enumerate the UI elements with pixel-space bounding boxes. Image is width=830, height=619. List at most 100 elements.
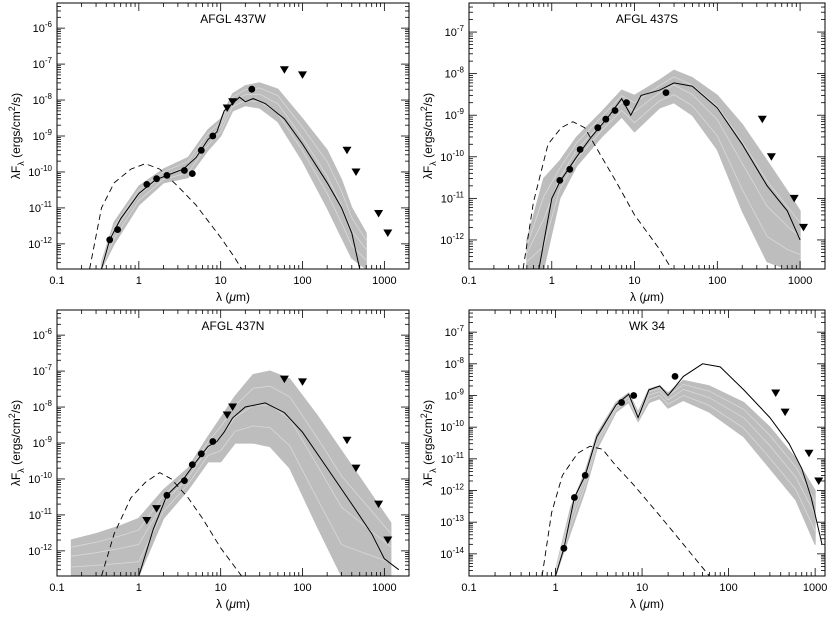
detection-point	[163, 172, 171, 179]
x-tick-label: 1000	[803, 582, 827, 594]
upper-limit-marker	[814, 477, 824, 485]
detection-point	[571, 494, 578, 501]
x-tick-label: 100	[293, 582, 311, 594]
detection-point	[114, 226, 121, 234]
best-fit-line	[138, 402, 400, 576]
detection-point	[188, 170, 196, 178]
y-tick-label: 10-13	[440, 514, 464, 529]
x-tick-label: 1000	[788, 275, 812, 287]
x-tick-label: 10	[628, 275, 640, 287]
plot-area	[70, 370, 400, 576]
plot-area	[522, 69, 808, 269]
y-tick-label: 10-12	[28, 236, 52, 251]
upper-limit-marker	[757, 115, 767, 124]
x-tick-label: 1	[136, 275, 142, 287]
detection-point	[566, 165, 574, 173]
model-track	[526, 76, 801, 246]
detection-point	[209, 132, 217, 140]
y-tick-label: 10-10	[440, 149, 464, 164]
model-band	[526, 69, 801, 269]
y-axis-ticks	[57, 309, 409, 577]
upper-limit-marker	[152, 505, 162, 513]
detection-point	[181, 167, 188, 174]
x-tick-label: 1	[549, 275, 555, 287]
detection-point	[209, 438, 217, 445]
stellar-photosphere-line	[89, 163, 242, 269]
y-tick-label: 10-8	[33, 92, 53, 107]
model-track	[555, 388, 816, 574]
model-track	[101, 87, 367, 265]
y-tick-label: 10-10	[28, 164, 52, 179]
upper-limit-marker	[342, 146, 352, 155]
y-axis-label: λFλ (ergs/cm2/s)	[7, 400, 26, 486]
upper-limit-marker	[279, 66, 289, 74]
x-axis-ticks	[56, 3, 410, 269]
y-tick-label: 10-6	[33, 327, 53, 342]
detection-point	[560, 544, 568, 552]
detection-point	[594, 124, 602, 132]
upper-limit-marker	[804, 449, 814, 458]
upper-limit-marker	[342, 436, 352, 445]
y-tick-label: 10-10	[440, 419, 464, 434]
y-tick-label: 10-11	[29, 507, 53, 522]
upper-limit-marker	[228, 98, 238, 106]
detection-point	[248, 85, 256, 93]
y-tick-label: 10-9	[445, 387, 465, 402]
y-tick-label: 10-8	[445, 356, 465, 371]
stellar-photosphere-line	[522, 121, 672, 269]
upper-limit-marker	[228, 403, 238, 411]
x-tick-label: 100	[293, 275, 311, 287]
upper-limit-marker	[771, 389, 781, 397]
detection-point	[153, 175, 161, 183]
upper-limit-marker	[780, 408, 790, 417]
detection-point	[611, 107, 619, 114]
x-axis-ticks	[468, 310, 816, 576]
detection-point	[143, 181, 151, 188]
detection-point	[623, 99, 630, 107]
y-axis-label: λFλ (ergs/cm2/s)	[7, 93, 26, 179]
x-tick-label: 10	[215, 582, 227, 594]
detection-point	[181, 477, 188, 484]
panel-title: AFGL 437N	[202, 319, 265, 333]
x-axis-label: λ (μm)	[630, 597, 664, 611]
y-tick-label: 10-12	[28, 543, 52, 558]
model-track	[526, 84, 801, 254]
upper-limit-marker	[222, 411, 232, 419]
y-tick-label: 10-10	[28, 471, 52, 486]
sed-panel: 0.1 1 10 100 1000 10-12 10-11 10-10 10-9 10-8 10-7…	[7, 309, 410, 611]
y-tick-label: 10-7	[445, 24, 465, 39]
y-tick-label: 10-7	[33, 56, 53, 71]
detection-point	[671, 373, 679, 380]
y-axis-ticks	[57, 2, 409, 270]
upper-limit-marker	[279, 375, 289, 384]
y-tick-label: 10-9	[33, 128, 53, 143]
detection-point	[602, 115, 610, 123]
detection-point	[618, 399, 625, 406]
panel-title: WK 34	[629, 319, 665, 333]
x-axis-label: λ (μm)	[216, 290, 250, 304]
detection-point	[197, 450, 205, 458]
y-axis-ticks	[469, 2, 825, 270]
upper-limit-marker	[142, 517, 152, 525]
y-tick-label: 10-11	[441, 451, 465, 466]
y-tick-label: 10-12	[440, 232, 464, 247]
detection-point	[106, 236, 114, 244]
detection-point	[576, 146, 584, 153]
model-track	[71, 425, 391, 568]
detection-point	[662, 89, 670, 96]
model-track	[101, 100, 367, 268]
y-tick-label: 10-11	[29, 200, 53, 215]
panel-title: AFGL 437W	[200, 12, 266, 26]
y-tick-label: 10-7	[33, 363, 53, 378]
detection-point	[197, 146, 205, 154]
y-tick-label: 10-12	[440, 483, 464, 498]
upper-limit-marker	[789, 194, 799, 203]
x-tick-label: 10	[215, 275, 227, 287]
upper-limit-marker	[799, 223, 808, 232]
y-axis-label: λFλ (ergs/cm2/s)	[419, 93, 438, 179]
x-tick-label: 0.1	[49, 275, 64, 287]
detection-point	[188, 461, 196, 468]
upper-limit-marker	[766, 153, 776, 161]
sed-panel: 0.1 1 10 100 1000 10-12 10-11 10-10 10-9 10-8 10-7…	[7, 2, 410, 304]
